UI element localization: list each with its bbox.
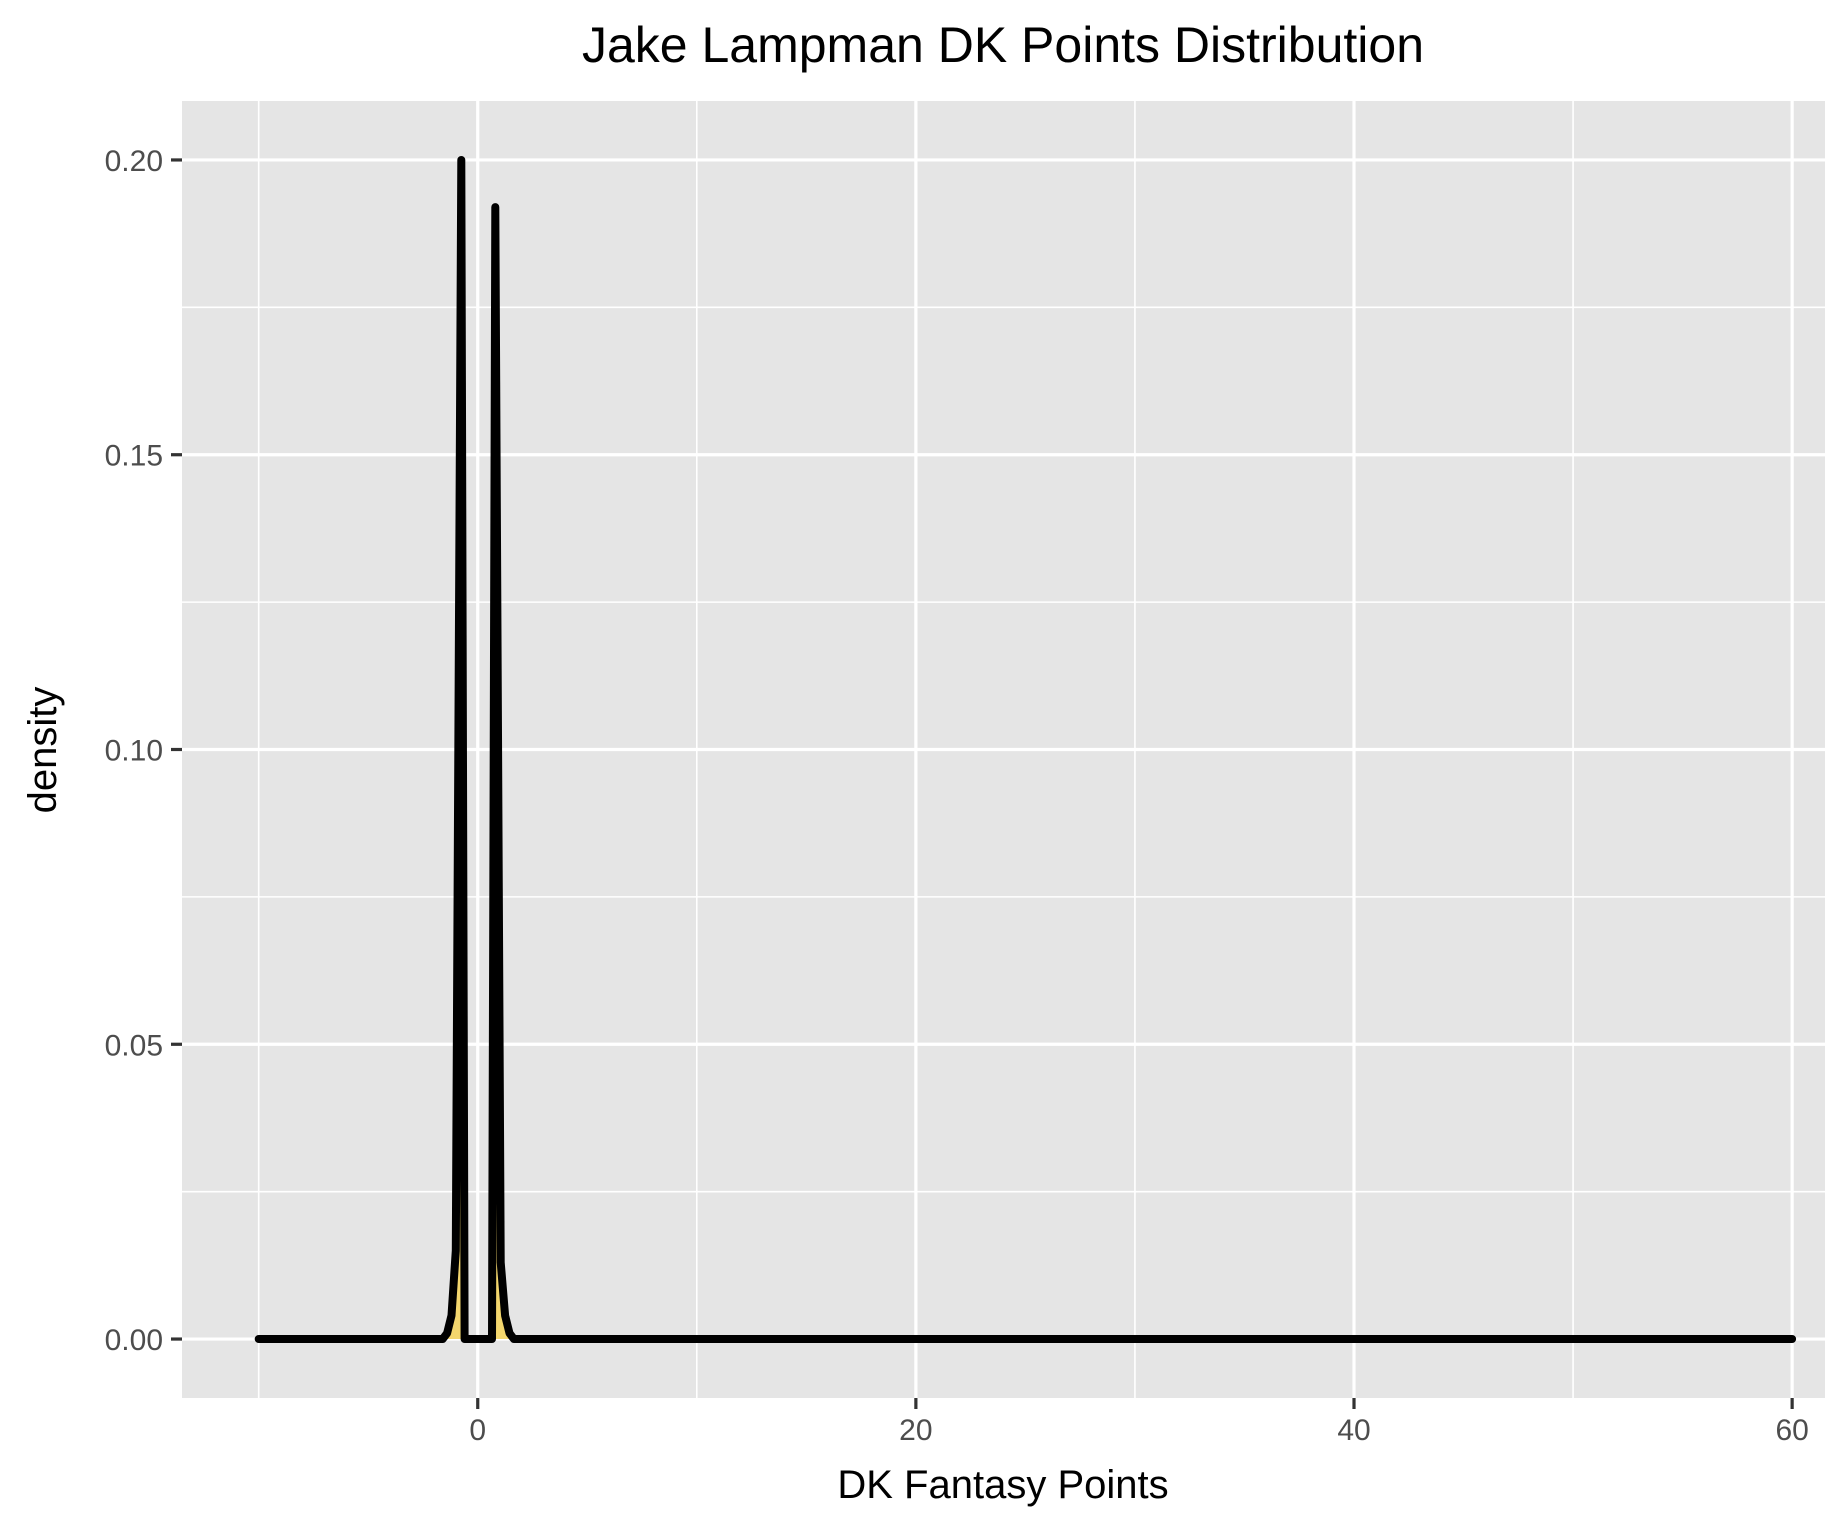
y-tick-label: 0.15 [105, 440, 163, 473]
y-axis: 0.00 0.05 0.10 0.15 0.20 [105, 145, 182, 1357]
x-tick-label: 60 [1775, 1414, 1808, 1447]
x-tick-label: 20 [899, 1414, 932, 1447]
y-tick-label: 0.00 [105, 1324, 163, 1357]
y-tick-label: 0.10 [105, 735, 163, 768]
y-tick-label: 0.20 [105, 145, 163, 178]
x-axis-title: DK Fantasy Points [837, 1463, 1168, 1507]
y-tick-label: 0.05 [105, 1029, 163, 1062]
x-tick-label: 40 [1337, 1414, 1370, 1447]
x-axis: 0 20 40 60 [469, 1398, 1809, 1447]
x-tick-label: 0 [469, 1414, 486, 1447]
density-curve [254, 156, 1797, 1343]
y-axis-title: density [21, 687, 65, 814]
chart-title: Jake Lampman DK Points Distribution [582, 17, 1424, 73]
density-marks [254, 156, 1797, 1343]
